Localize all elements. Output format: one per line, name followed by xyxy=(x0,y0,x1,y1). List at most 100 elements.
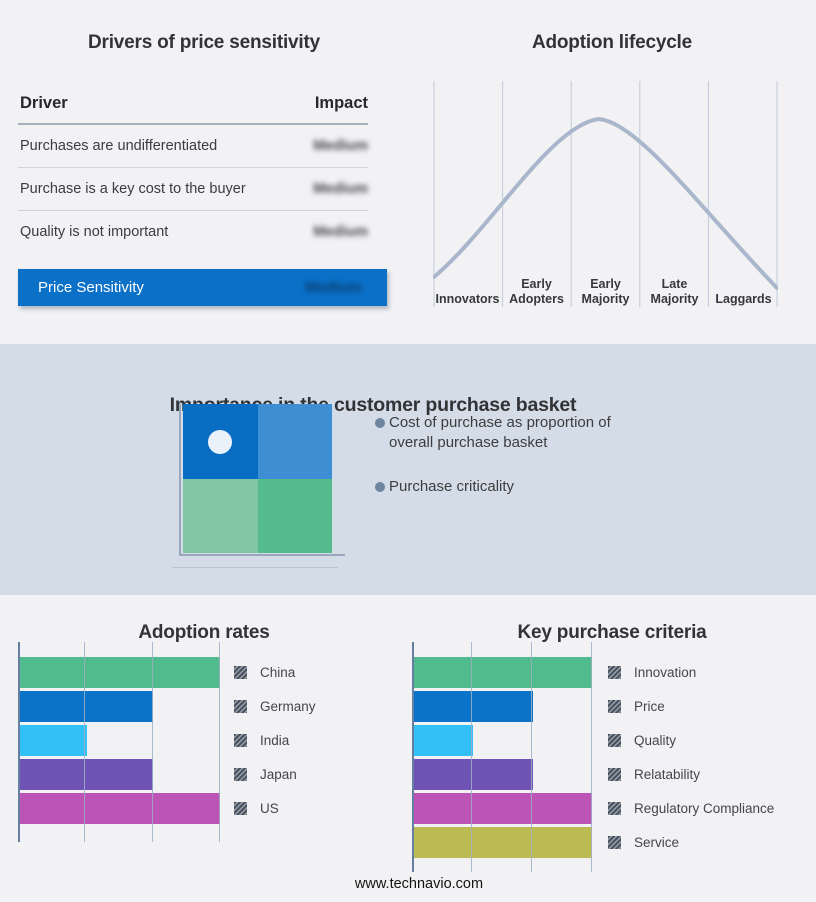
drivers-table-body: Purchases are undifferentiated Medium Purc… xyxy=(18,125,368,253)
quadrant-cell-bottom-right xyxy=(257,478,332,553)
legend-label: US xyxy=(260,801,279,816)
legend-row: India xyxy=(234,725,316,756)
legend-swatch-icon xyxy=(234,768,247,781)
legend-swatch-icon xyxy=(608,836,621,849)
price-sensitivity-row: Price Sensitivity Medium xyxy=(18,269,387,306)
legend-swatch-icon xyxy=(234,802,247,815)
bar-regulatory-compliance xyxy=(414,793,592,824)
driver-row: Purchase is a key cost to the buyer Mediu… xyxy=(18,168,368,211)
driver-label: Purchases are undifferentiated xyxy=(20,138,218,154)
bullet-icon xyxy=(375,482,385,492)
bullet-text: Purchase criticality xyxy=(389,478,515,495)
y-axis-line xyxy=(18,642,20,842)
legend-label: India xyxy=(260,733,290,748)
bar-relatability xyxy=(414,759,533,790)
position-marker-dot xyxy=(208,430,232,454)
adoption-rates-title: Adoption rates xyxy=(138,621,270,643)
legend-swatch-icon xyxy=(608,666,621,679)
adoption-rates-legend: China Germany India Japan US xyxy=(234,657,316,827)
legend-row: Germany xyxy=(234,691,316,722)
bullet-item: Cost of purchase as proportion of overal… xyxy=(375,413,634,452)
key-purchase-criteria-title: Key purchase criteria xyxy=(517,621,707,643)
gridline xyxy=(591,642,592,872)
bar-india xyxy=(20,725,87,756)
bars-group xyxy=(414,657,592,858)
legend-label: Quality xyxy=(634,733,677,748)
column-header-driver: Driver xyxy=(20,94,68,112)
key-purchase-criteria-chart xyxy=(412,642,592,872)
lifecycle-panel-title: Adoption lifecycle xyxy=(531,31,693,53)
gridline xyxy=(470,642,472,872)
legend-label: Japan xyxy=(260,767,297,782)
stage-label: Laggards xyxy=(715,292,772,306)
lifecycle-stage-labels: Innovators Early Adopters Early Majority La… xyxy=(433,265,778,307)
stage-label: Early Majority xyxy=(581,277,630,306)
y-axis-line xyxy=(412,642,414,872)
bar-innovation xyxy=(414,657,592,688)
adoption-rates-panel: Adoption rates China Germany India Japan US xyxy=(0,595,408,902)
stage-label: Innovators xyxy=(435,292,500,306)
stage-label: Early Adopters xyxy=(509,277,564,306)
legend-swatch-icon xyxy=(234,734,247,747)
drivers-table: Driver Impact Purchases are undifferenti… xyxy=(18,94,368,253)
legend-row: Regulatory Compliance xyxy=(608,793,774,824)
drivers-table-header: Driver Impact xyxy=(18,94,368,125)
bullet-icon xyxy=(375,418,385,428)
adoption-rates-chart xyxy=(18,642,220,842)
legend-swatch-icon xyxy=(608,768,621,781)
lifecycle-gridlines xyxy=(433,81,778,307)
drivers-panel-title: Drivers of price sensitivity xyxy=(87,31,320,53)
impact-value-obscured: Medium xyxy=(313,181,368,197)
middle-band xyxy=(0,344,816,595)
bar-quality xyxy=(414,725,474,756)
legend-row: Service xyxy=(608,827,774,858)
gridline xyxy=(84,642,86,842)
driver-label: Purchase is a key cost to the buyer xyxy=(20,181,246,197)
column-header-impact: Impact xyxy=(314,94,368,112)
legend-label: Price xyxy=(634,699,665,714)
gridline xyxy=(530,642,532,872)
lifecycle-svg xyxy=(432,81,779,307)
quadrant-cell-top-right xyxy=(257,404,332,479)
legend-swatch-icon xyxy=(608,734,621,747)
legend-swatch-icon xyxy=(234,666,247,679)
footer-url: www.technavio.com xyxy=(354,876,484,892)
price-sensitivity-impact-value-obscured: Medium xyxy=(305,279,362,296)
bar-japan xyxy=(20,759,154,790)
impact-value-obscured: Medium xyxy=(313,224,368,240)
quadrant-y-axis xyxy=(179,404,181,556)
impact-value-obscured: Medium xyxy=(313,138,368,154)
bars-group xyxy=(20,657,220,824)
basket-section-title: Importance in the customer purchase bask… xyxy=(169,394,577,417)
quadrant-baseline xyxy=(172,567,338,568)
bar-germany xyxy=(20,691,154,722)
stage-label: Late Majority xyxy=(650,277,699,306)
legend-row: US xyxy=(234,793,316,824)
driver-row: Quality is not important Medium xyxy=(18,211,368,253)
legend-row: Innovation xyxy=(608,657,774,688)
legend-label: Germany xyxy=(260,699,316,714)
legend-row: Quality xyxy=(608,725,774,756)
legend-swatch-icon xyxy=(234,700,247,713)
bar-us xyxy=(20,793,220,824)
legend-label: Innovation xyxy=(634,665,697,680)
bullet-item: Purchase criticality xyxy=(375,477,634,497)
price-sensitivity-label: Price Sensitivity xyxy=(38,279,144,296)
quadrant-cell-bottom-left xyxy=(183,478,258,553)
legend-label: Relatability xyxy=(634,767,701,782)
purchase-basket-quadrant-chart xyxy=(183,404,332,553)
gridline xyxy=(151,642,153,842)
legend-row: Price xyxy=(608,691,774,722)
basket-bullet-list: Cost of purchase as proportion of overal… xyxy=(375,413,634,497)
legend-label: Regulatory Compliance xyxy=(634,801,775,816)
legend-label: China xyxy=(260,665,296,680)
gridline xyxy=(219,642,220,842)
legend-row: Relatability xyxy=(608,759,774,790)
bar-service xyxy=(414,827,592,858)
bar-price xyxy=(414,691,533,722)
driver-row: Purchases are undifferentiated Medium xyxy=(18,125,368,168)
legend-row: China xyxy=(234,657,316,688)
legend-swatch-icon xyxy=(608,700,621,713)
legend-swatch-icon xyxy=(608,802,621,815)
bullet-text: Cost of purchase as proportion of overal… xyxy=(389,414,611,451)
